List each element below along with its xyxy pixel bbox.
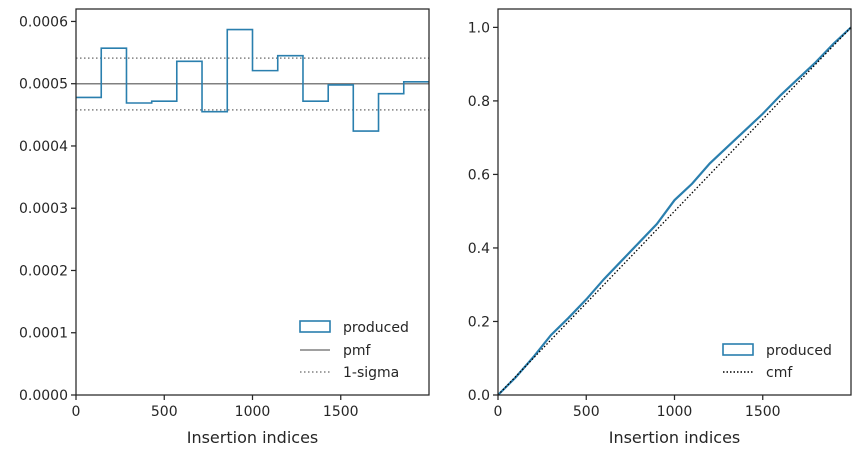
series-cmf-line xyxy=(497,26,852,396)
y-tick-label: 0.4 xyxy=(468,241,490,257)
y-tick-label: 0.0000 xyxy=(19,388,68,404)
legend-label-produced-right: produced xyxy=(766,343,832,359)
cumulative-marks xyxy=(497,26,852,396)
y-tick-label: 0.0003 xyxy=(19,201,68,217)
histogram-marks xyxy=(76,28,429,132)
x-tick-label: 1500 xyxy=(323,404,359,420)
legend-swatch-produced xyxy=(299,320,331,333)
y-tick-label: 0.8 xyxy=(468,94,490,110)
x-tick-label: 500 xyxy=(151,404,178,420)
cumulative-panel: 0 500 1000 1500 0.0 0.2 0.4 0.6 0.8 1.0 Insertio… xyxy=(468,8,852,447)
series-produced-line xyxy=(497,26,852,396)
y-tick-label: 0.6 xyxy=(468,167,490,183)
legend-label-cmf: cmf xyxy=(766,365,793,381)
x-ticks-right: 0 500 1000 1500 xyxy=(494,395,781,420)
y-tick-label: 0.0006 xyxy=(19,14,68,30)
legend-swatch-produced-right xyxy=(722,343,754,356)
y-ticks-left: 0.0000 0.0001 0.0002 0.0003 0.0004 0.0005 0.00… xyxy=(19,14,76,404)
y-tick-label: 0.0005 xyxy=(19,77,68,93)
legend-left: produced pmf 1-sigma xyxy=(299,320,409,381)
x-tick-label: 500 xyxy=(573,404,600,420)
x-ticks-left: 0 500 1000 1500 xyxy=(72,395,359,420)
y-tick-label: 1.0 xyxy=(468,20,490,36)
x-tick-label: 1000 xyxy=(235,404,271,420)
y-tick-label: 0.0001 xyxy=(19,326,68,342)
legend-label-pmf: pmf xyxy=(343,343,372,359)
y-ticks-right: 0.0 0.2 0.4 0.6 0.8 1.0 xyxy=(468,20,498,404)
histogram-step-line xyxy=(76,28,429,132)
x-tick-label: 0 xyxy=(72,404,81,420)
y-tick-label: 0.2 xyxy=(468,314,490,330)
legend-label-sigma: 1-sigma xyxy=(343,365,399,381)
plot-area-left xyxy=(76,9,429,395)
x-axis-label-right: Insertion indices xyxy=(609,428,741,447)
y-tick-label: 0.0002 xyxy=(19,263,68,279)
y-tick-label: 0.0004 xyxy=(19,139,68,155)
y-tick-label: 0.0 xyxy=(468,388,490,404)
x-tick-label: 0 xyxy=(494,404,503,420)
x-tick-label: 1000 xyxy=(657,404,693,420)
legend-label-produced: produced xyxy=(343,320,409,336)
histogram-panel: 0 500 1000 1500 0.00000.00010.00020.00030.0… xyxy=(19,8,430,447)
legend-right: produced cmf xyxy=(722,343,832,381)
x-axis-label-left: Insertion indices xyxy=(187,428,319,447)
x-tick-label: 1500 xyxy=(745,404,781,420)
